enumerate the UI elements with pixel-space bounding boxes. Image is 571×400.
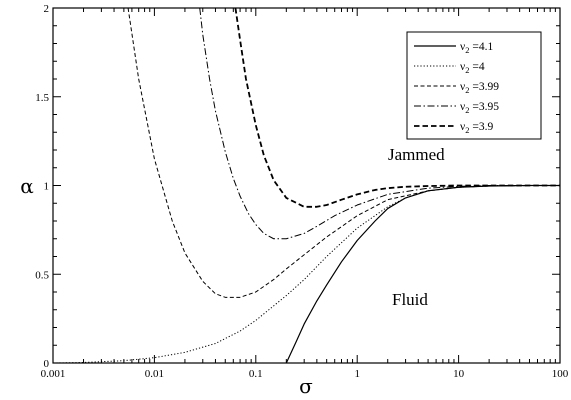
x-tick-label: 0.1 [249,368,263,380]
y-tick-label: 0.5 [35,269,49,281]
annotation-fluid: Fluid [392,290,428,309]
x-tick-label: 0.01 [145,368,164,380]
y-tick-label: 0 [44,358,50,370]
legend-label-1: ν2 =4 [460,61,485,75]
x-tick-label: 0.001 [41,368,66,380]
series-line-2 [127,8,560,298]
legend-label-0: ν2 =4.1 [460,41,493,55]
x-tick-label: 1 [354,368,360,380]
annotation-jammed: Jammed [388,145,445,164]
series-layer [53,8,560,363]
x-tick-label: 10 [453,368,465,380]
y-tick-label: 1 [44,181,50,193]
y-axis-label: α [20,174,34,198]
y-tick-label: 1.5 [35,92,49,104]
ticks-layer: 0.001 0.01 0.1 1 10 100 0 0.5 1 1.5 2 [35,3,569,380]
legend-label-3: ν2 =3.95 [460,101,499,115]
series-line-4 [234,8,560,208]
legend: ν2 =4.1 ν2 =4 ν2 =3.99 ν2 =3.95 ν2 =3.9 [406,31,542,140]
y-tick-label: 2 [44,3,50,15]
legend-label-4: ν2 =3.9 [460,121,493,135]
legend-label-2: ν2 =3.99 [460,81,499,95]
x-axis-label: σ [299,374,313,398]
series-line-3 [199,8,560,240]
x-tick-label: 100 [552,368,569,380]
